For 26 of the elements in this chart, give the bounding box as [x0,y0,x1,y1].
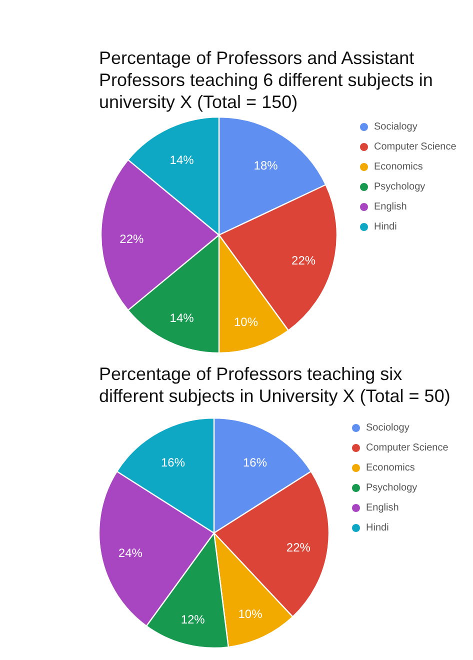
chart-title: Percentage of Professors and Assistant Professors teaching 6 different subjects in university X (Total = 150) [99,48,438,112]
legend-label: English [366,502,399,514]
data-label: 10% [238,607,263,621]
legend-label: Psychology [374,182,426,192]
data-label: 14% [170,152,194,167]
legend-label: Psychology [366,482,418,494]
legend-label: Sociology [366,422,410,434]
data-label: 12% [180,612,206,626]
legend-label: Hindi [366,522,389,534]
data-label: 22% [292,254,316,268]
legend-label: Economics [374,162,423,172]
legend-label: Hindi [374,222,397,232]
data-label: 18% [254,158,278,172]
chart-title: Percentage of Professors teaching six different subjects in University X (Total = 50) [99,364,450,406]
data-label: 16% [160,455,186,470]
legend-label: Computer Science [366,442,449,454]
data-label: 22% [120,232,144,246]
data-label: 10% [234,315,258,330]
legend-label: Economics [366,462,415,474]
legend-label: Computer Science [374,142,457,152]
data-label: 24% [118,546,143,560]
legend-label: English [374,202,407,212]
data-label: 22% [286,540,311,555]
legend-label: Socialogy [374,122,418,132]
data-label: 16% [242,455,268,470]
data-label: 14% [170,311,194,326]
